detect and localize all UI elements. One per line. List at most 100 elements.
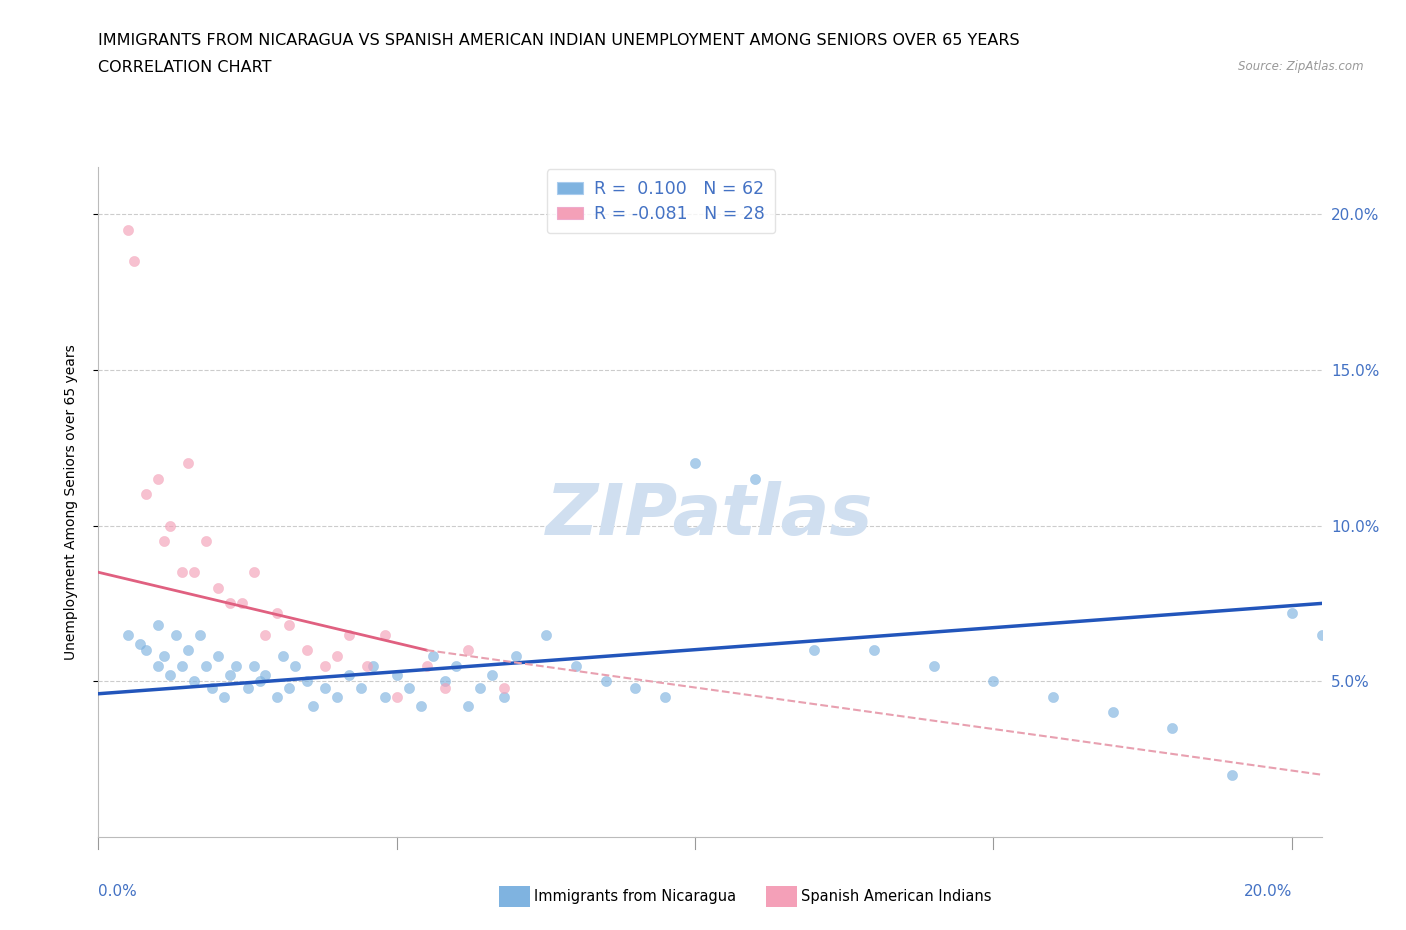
Point [409, 698, 432, 713]
Point [1161, 721, 1184, 736]
Point [146, 472, 169, 486]
Point [225, 658, 247, 673]
Point [135, 643, 157, 658]
Point [470, 680, 492, 695]
Point [266, 689, 288, 704]
Point [177, 643, 200, 658]
Point [135, 487, 157, 502]
Point [595, 674, 617, 689]
Point [863, 643, 886, 658]
Text: Immigrants from Nicaragua: Immigrants from Nicaragua [534, 889, 737, 904]
Point [398, 680, 420, 695]
Point [337, 668, 360, 683]
Point [457, 698, 479, 713]
Text: ZIPatlas: ZIPatlas [547, 481, 873, 550]
Point [361, 658, 384, 673]
Y-axis label: Unemployment Among Seniors over 65 years: Unemployment Among Seniors over 65 years [63, 344, 77, 660]
Point [374, 627, 396, 642]
Point [194, 658, 217, 673]
Point [284, 658, 307, 673]
Point [146, 658, 169, 673]
Text: 0.0%: 0.0% [98, 884, 138, 898]
Point [159, 668, 181, 683]
Point [146, 618, 169, 632]
Point [1101, 705, 1123, 720]
Point [254, 668, 277, 683]
Point [326, 689, 349, 704]
Point [273, 649, 295, 664]
Point [231, 596, 253, 611]
Point [415, 658, 437, 673]
Point [153, 649, 176, 664]
Point [177, 456, 200, 471]
Point [297, 643, 319, 658]
Point [505, 649, 527, 664]
Point [242, 658, 264, 673]
Point [188, 627, 211, 642]
Point [494, 689, 516, 704]
Point [170, 658, 193, 673]
Point [422, 649, 444, 664]
Point [117, 222, 139, 237]
Point [207, 580, 229, 595]
Point [356, 658, 378, 673]
Point [218, 668, 240, 683]
Point [249, 674, 271, 689]
Point [803, 643, 825, 658]
Point [266, 605, 288, 620]
Point [350, 680, 373, 695]
Point [122, 253, 145, 268]
Text: 20.0%: 20.0% [1243, 884, 1292, 898]
Point [278, 680, 301, 695]
Point [212, 689, 235, 704]
Point [129, 636, 152, 651]
Text: Spanish American Indians: Spanish American Indians [801, 889, 991, 904]
Point [183, 565, 205, 579]
Point [170, 565, 193, 579]
Point [385, 668, 408, 683]
Point [159, 518, 181, 533]
Text: Source: ZipAtlas.com: Source: ZipAtlas.com [1239, 60, 1364, 73]
Point [534, 627, 557, 642]
Point [983, 674, 1005, 689]
Point [433, 674, 456, 689]
Point [385, 689, 408, 704]
Point [278, 618, 301, 632]
Text: IMMIGRANTS FROM NICARAGUA VS SPANISH AMERICAN INDIAN UNEMPLOYMENT AMONG SENIORS : IMMIGRANTS FROM NICARAGUA VS SPANISH AME… [98, 33, 1019, 47]
Point [194, 534, 217, 549]
Point [153, 534, 176, 549]
Point [481, 668, 503, 683]
Point [1310, 627, 1333, 642]
Point [314, 680, 336, 695]
Point [683, 456, 706, 471]
Point [457, 643, 479, 658]
Point [254, 627, 277, 642]
Point [565, 658, 588, 673]
Text: CORRELATION CHART: CORRELATION CHART [98, 60, 271, 75]
Point [165, 627, 187, 642]
Point [922, 658, 945, 673]
Point [297, 674, 319, 689]
Point [433, 680, 456, 695]
Point [183, 674, 205, 689]
Point [242, 565, 264, 579]
Point [446, 658, 468, 673]
Point [236, 680, 259, 695]
Point [117, 627, 139, 642]
Point [326, 649, 349, 664]
Point [337, 627, 360, 642]
Point [1281, 605, 1303, 620]
Point [218, 596, 240, 611]
Point [207, 649, 229, 664]
Point [1042, 689, 1064, 704]
Point [374, 689, 396, 704]
Legend: R =  0.100   N = 62, R = -0.081   N = 28: R = 0.100 N = 62, R = -0.081 N = 28 [547, 169, 775, 233]
Point [302, 698, 325, 713]
Point [654, 689, 676, 704]
Point [494, 680, 516, 695]
Point [314, 658, 336, 673]
Point [744, 472, 766, 486]
Point [624, 680, 647, 695]
Point [1220, 767, 1243, 782]
Point [201, 680, 224, 695]
